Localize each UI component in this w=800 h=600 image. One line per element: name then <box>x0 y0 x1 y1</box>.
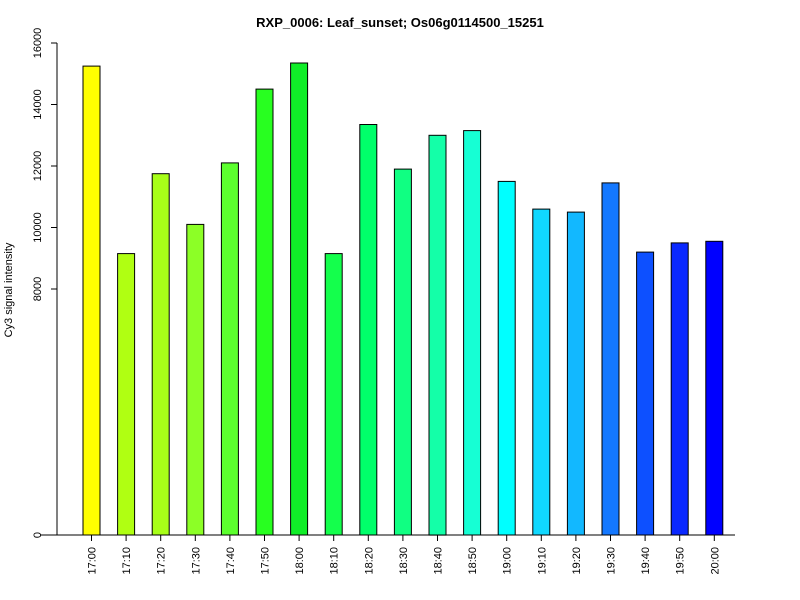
bar <box>220 162 239 536</box>
x-tick-label: 19:00 <box>502 547 514 575</box>
x-tick-label: 20:00 <box>709 547 721 575</box>
y-axis: 0 8000 10000 12000 14000 16000 <box>32 28 58 538</box>
x-tick-label: 18:40 <box>433 547 445 575</box>
y-tick-label: 12000 <box>32 151 44 182</box>
bar <box>566 211 585 536</box>
y-axis-label: Cy3 signal intensity <box>3 242 15 337</box>
x-tick-label: 17:20 <box>156 547 168 575</box>
bar <box>428 134 447 536</box>
bar <box>532 208 551 536</box>
x-tick-label: 17:40 <box>225 547 237 575</box>
bar <box>255 88 274 536</box>
x-tick-label: 17:10 <box>121 547 133 575</box>
x-tick-label: 19:10 <box>536 547 548 575</box>
y-tick-label: 10000 <box>32 212 44 243</box>
bar <box>463 130 482 536</box>
bar <box>82 65 101 536</box>
x-tick-label: 18:10 <box>329 547 341 575</box>
x-tick-label: 18:00 <box>294 547 306 575</box>
bar <box>601 182 620 536</box>
bar <box>497 180 516 536</box>
x-axis: 17:00 17:10 17:20 17:30 17:40 17:50 18:00 18:10… <box>40 534 735 575</box>
bar <box>186 223 205 536</box>
bar <box>670 242 689 536</box>
x-tick-label: 17:30 <box>190 547 202 575</box>
bar <box>151 173 170 536</box>
bar <box>393 168 412 536</box>
y-tick-label: 14000 <box>32 89 44 120</box>
bar <box>359 124 378 536</box>
x-tick-label: 17:00 <box>87 547 99 575</box>
x-tick-label: 19:40 <box>640 547 652 575</box>
bar <box>117 253 136 536</box>
x-tick-label: 18:30 <box>398 547 410 575</box>
bar <box>290 62 309 536</box>
bars-group <box>82 62 724 536</box>
chart-title: RXP_0006: Leaf_sunset; Os06g0114500_1525… <box>256 15 544 30</box>
y-tick-label: 8000 <box>32 277 44 301</box>
x-tick-label: 18:20 <box>363 547 375 575</box>
x-tick-label: 19:20 <box>571 547 583 575</box>
bar <box>324 253 343 536</box>
y-tick-label: 0 <box>32 532 44 538</box>
bar <box>705 240 724 536</box>
x-tick-label: 19:30 <box>606 547 618 575</box>
bar <box>636 251 655 536</box>
x-tick-label: 17:50 <box>260 547 272 575</box>
x-tick-label: 18:50 <box>467 547 479 575</box>
y-tick-label: 16000 <box>32 28 44 59</box>
x-tick-label: 19:50 <box>675 547 687 575</box>
